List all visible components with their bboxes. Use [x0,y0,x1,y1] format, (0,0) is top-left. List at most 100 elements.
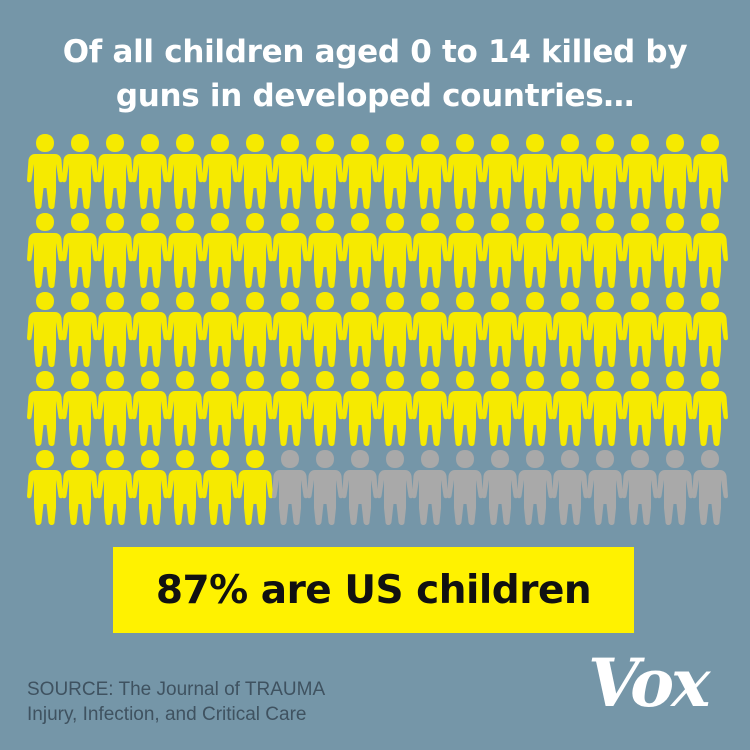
person-icon-us [27,371,63,446]
person-icon-other [517,450,553,525]
person-icon-us [27,450,63,525]
source-line-2: Injury, Infection, and Critical Care [27,704,307,725]
person-icon-us [412,292,448,367]
person-icon-other [342,450,378,525]
person-icon-us [132,371,168,446]
person-icon-us [307,371,343,446]
person-icon-us [167,371,203,446]
person-icon-us [97,450,133,525]
person-icon-us [272,134,308,209]
person-icon-us [237,450,273,525]
person-icon-us [307,292,343,367]
person-icon-other [412,450,448,525]
person-icon-us [202,292,238,367]
person-icon-us [517,292,553,367]
person-icon-us [27,292,63,367]
person-icon-us [237,292,273,367]
person-icon-us [587,292,623,367]
person-icon-us [237,213,273,288]
person-icon-us [202,450,238,525]
person-icon-us [237,371,273,446]
person-icon-us [447,371,483,446]
person-icon-us [307,213,343,288]
person-icon-us [202,134,238,209]
person-icon-us [132,450,168,525]
person-icon-other [272,450,308,525]
person-icon-us [342,134,378,209]
source-note: SOURCE: The Journal of TRAUMA Injury, In… [27,677,325,727]
source-line-1: SOURCE: The Journal of TRAUMA [27,679,326,700]
person-icon-other [307,450,343,525]
vox-logo: Vox [588,644,711,722]
callout-text: 87% are US children [155,567,592,613]
person-icon-other [622,450,658,525]
chart-title: Of all children aged 0 to 14 killed by g… [62,34,688,114]
person-icon-us [517,213,553,288]
person-icon-us [202,371,238,446]
person-icon-us [167,450,203,525]
person-icon-us [482,371,518,446]
person-icon-us [237,134,273,209]
person-icon-other [657,450,693,525]
person-icon-us [447,134,483,209]
person-icon-us [377,371,413,446]
person-icon-us [377,292,413,367]
person-icon-us [202,213,238,288]
person-icon-us [167,134,203,209]
person-icon-us [412,213,448,288]
person-icon-us [342,213,378,288]
person-icon-us [657,213,693,288]
person-icon-other [447,450,483,525]
person-icon-us [482,134,518,209]
person-icon-us [62,134,98,209]
person-icon-us [692,134,728,209]
person-icon-us [307,134,343,209]
person-icon-us [692,213,728,288]
person-icon-us [62,450,98,525]
person-icon-us [132,292,168,367]
person-icon-us [62,292,98,367]
person-icon-us [622,134,658,209]
person-icon-us [622,292,658,367]
person-icon-us [587,134,623,209]
person-icon-us [657,371,693,446]
person-icon-us [482,213,518,288]
person-icon-us [272,292,308,367]
person-icon-us [27,213,63,288]
person-icon-us [412,134,448,209]
person-icon-us [587,213,623,288]
person-icon-us [692,371,728,446]
person-icon-us [657,292,693,367]
person-icon-other [587,450,623,525]
person-icon-us [447,292,483,367]
person-icon-us [62,213,98,288]
person-icon-us [272,213,308,288]
person-icon-other [692,450,728,525]
person-icon-other [377,450,413,525]
person-icon-us [552,134,588,209]
person-icon-us [552,292,588,367]
person-icon-us [622,213,658,288]
person-icon-us [97,292,133,367]
person-icon-us [167,213,203,288]
person-icon-us [622,371,658,446]
person-icon-us [62,371,98,446]
person-icon-us [132,213,168,288]
person-icon-us [517,371,553,446]
person-icon-us [447,213,483,288]
person-icon-us [97,371,133,446]
person-icon-us [132,134,168,209]
person-icon-us [342,292,378,367]
person-icon-us [482,292,518,367]
person-icon-us [587,371,623,446]
person-icon-us [377,213,413,288]
person-icon-us [97,134,133,209]
person-icon-us [27,134,63,209]
person-icon-us [692,292,728,367]
person-icon-us [342,371,378,446]
callout-box: 87% are US children [113,547,634,633]
person-icon-us [517,134,553,209]
person-icon-us [657,134,693,209]
person-icon-us [412,371,448,446]
